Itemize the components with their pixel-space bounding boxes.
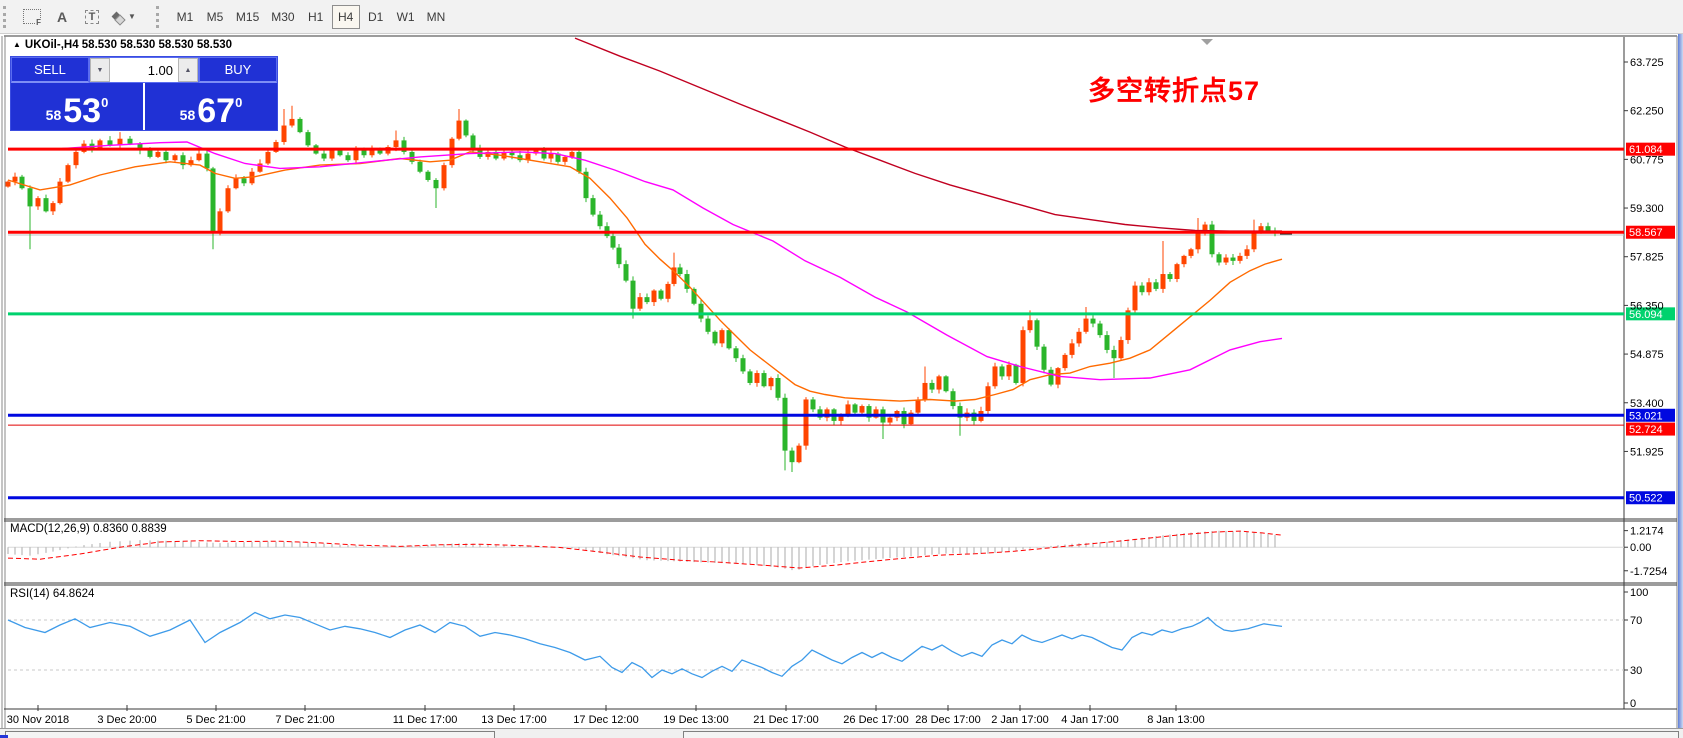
svg-text:2 Jan 17:00: 2 Jan 17:00 xyxy=(991,714,1049,726)
minimized-windows-strip xyxy=(0,728,1683,738)
text-tool-button[interactable]: T xyxy=(78,5,106,29)
time-axis: 30 Nov 2018 3 Dec 20:00 5 Dec 21:00 7 Dec 2… xyxy=(7,705,1205,726)
svg-text:7 Dec 21:00: 7 Dec 21:00 xyxy=(275,714,334,726)
svg-text:62.250: 62.250 xyxy=(1630,106,1664,118)
svg-text:53.021: 53.021 xyxy=(1629,410,1663,422)
svg-text:56.350: 56.350 xyxy=(1630,300,1664,312)
svg-text:0: 0 xyxy=(1630,698,1636,710)
buy-price-big: 67 xyxy=(197,92,236,130)
sell-price-big: 53 xyxy=(63,92,102,130)
svg-text:19 Dec 13:00: 19 Dec 13:00 xyxy=(663,714,728,726)
rsi-panel: 100 70 30 0 xyxy=(7,587,1648,710)
sell-price-sup: 0 xyxy=(101,95,109,110)
svg-text:11 Dec 17:00: 11 Dec 17:00 xyxy=(393,714,458,726)
chart-title: ▲ UKOil-,H4 58.530 58.530 58.530 58.530 xyxy=(13,39,232,51)
tiled-window-edge[interactable] xyxy=(5,731,495,738)
arrow-tool-button[interactable]: A xyxy=(48,5,76,29)
timeframe-h4[interactable]: H4 xyxy=(331,4,360,29)
ma-mid-magenta xyxy=(61,141,1283,381)
svg-text:4 Jan 17:00: 4 Jan 17:00 xyxy=(1061,714,1119,726)
svg-text:0.00: 0.00 xyxy=(1630,542,1651,554)
moving-averages xyxy=(7,37,1283,402)
toolbar-grip[interactable] xyxy=(155,5,164,28)
window-corner xyxy=(0,735,8,738)
toolbar: F A T ▼ M1 M5 M15 M30 H1 H4 D1 W1 MN xyxy=(0,0,1683,34)
toolbar-grip[interactable] xyxy=(3,5,11,28)
svg-text:70: 70 xyxy=(1630,615,1642,627)
svg-text:51.925: 51.925 xyxy=(1630,446,1664,458)
svg-text:-1.7254: -1.7254 xyxy=(1630,566,1667,578)
volume-decrease-button[interactable]: ▼ xyxy=(90,58,110,82)
rsi-indicator-label: RSI(14) 64.8624 xyxy=(10,588,95,600)
timeframe-w1[interactable]: W1 xyxy=(392,5,420,29)
svg-text:1.2174: 1.2174 xyxy=(1630,526,1664,538)
svg-text:63.725: 63.725 xyxy=(1630,57,1664,69)
ma-fast-orange xyxy=(7,151,1283,402)
svg-text:8 Jan 13:00: 8 Jan 13:00 xyxy=(1147,714,1205,726)
tiled-window-edge[interactable] xyxy=(683,731,1679,738)
svg-text:26 Dec 17:00: 26 Dec 17:00 xyxy=(843,714,908,726)
svg-text:60.775: 60.775 xyxy=(1630,154,1664,166)
chevron-down-icon: ▼ xyxy=(128,12,136,21)
svg-text:52.724: 52.724 xyxy=(1629,424,1663,436)
buy-price[interactable]: 58 67 0 xyxy=(145,83,277,130)
sell-button[interactable]: SELL xyxy=(11,57,89,83)
sell-price-small: 58 xyxy=(45,107,62,123)
volume-increase-button[interactable]: ▲ xyxy=(178,58,198,82)
svg-text:54.875: 54.875 xyxy=(1630,349,1664,361)
svg-text:30 Nov 2018: 30 Nov 2018 xyxy=(7,714,69,726)
ma-slow-darkred xyxy=(574,37,1282,232)
timeframe-d1[interactable]: D1 xyxy=(362,5,390,29)
svg-text:59.300: 59.300 xyxy=(1630,203,1664,215)
chart-annotation-text[interactable]: 多空转折点57 xyxy=(1088,76,1261,106)
svg-text:28 Dec 17:00: 28 Dec 17:00 xyxy=(915,714,980,726)
svg-text:30: 30 xyxy=(1630,665,1642,677)
sell-price[interactable]: 58 53 0 xyxy=(11,83,145,130)
svg-text:56.094: 56.094 xyxy=(1629,309,1663,321)
one-click-trading-panel: SELL ▼ ▲ BUY 58 53 0 58 67 0 xyxy=(10,56,278,131)
panel-borders xyxy=(1,35,1678,728)
svg-text:17 Dec 12:00: 17 Dec 12:00 xyxy=(573,714,638,726)
text-t-icon: T xyxy=(84,9,100,24)
timeframe-m1[interactable]: M1 xyxy=(171,5,199,29)
svg-text:57.825: 57.825 xyxy=(1630,252,1664,264)
macd-panel: 1.2174 0.00 -1.7254 xyxy=(7,526,1667,578)
chart-title-text: UKOil-,H4 58.530 58.530 58.530 58.530 xyxy=(24,39,233,51)
timeframe-h1[interactable]: H1 xyxy=(302,5,330,29)
svg-text:50.522: 50.522 xyxy=(1629,493,1663,505)
timeframe-m5[interactable]: M5 xyxy=(201,5,229,29)
buy-price-small: 58 xyxy=(179,107,196,123)
svg-text:5 Dec 21:00: 5 Dec 21:00 xyxy=(186,714,245,726)
svg-text:58.567: 58.567 xyxy=(1629,227,1663,239)
window-right-edge xyxy=(1678,33,1683,738)
svg-text:53.400: 53.400 xyxy=(1630,398,1664,410)
timeframe-mn[interactable]: MN xyxy=(422,5,451,29)
svg-text:13 Dec 17:00: 13 Dec 17:00 xyxy=(481,714,546,726)
svg-text:3 Dec 20:00: 3 Dec 20:00 xyxy=(97,714,156,726)
volume-input[interactable] xyxy=(110,58,178,82)
letter-a-icon: A xyxy=(56,8,68,25)
price-axis: 61.084 58.567 56.094 53.021 52.724 50.522 63.7… xyxy=(1624,57,1675,505)
candlesticks xyxy=(5,105,1292,473)
svg-text:21 Dec 17:00: 21 Dec 17:00 xyxy=(753,714,818,726)
collapse-triangle-icon[interactable]: ▲ xyxy=(13,40,21,49)
svg-text:61.084: 61.084 xyxy=(1629,144,1663,156)
buy-price-sup: 0 xyxy=(235,95,243,110)
indicator-list-icon-button[interactable]: F xyxy=(18,5,46,29)
timeframe-m15[interactable]: M15 xyxy=(231,5,264,29)
colors-dropdown-button[interactable]: ▼ xyxy=(108,5,141,29)
volume-stepper: ▼ ▲ xyxy=(89,57,199,83)
timeframe-m30[interactable]: M30 xyxy=(266,5,299,29)
svg-text:100: 100 xyxy=(1630,587,1648,599)
macd-indicator-label: MACD(12,26,9) 0.8360 0.8839 xyxy=(10,523,167,535)
horizontal-levels[interactable] xyxy=(8,147,1624,500)
buy-button[interactable]: BUY xyxy=(199,57,277,83)
indicator-grid-icon: F xyxy=(23,9,41,27)
